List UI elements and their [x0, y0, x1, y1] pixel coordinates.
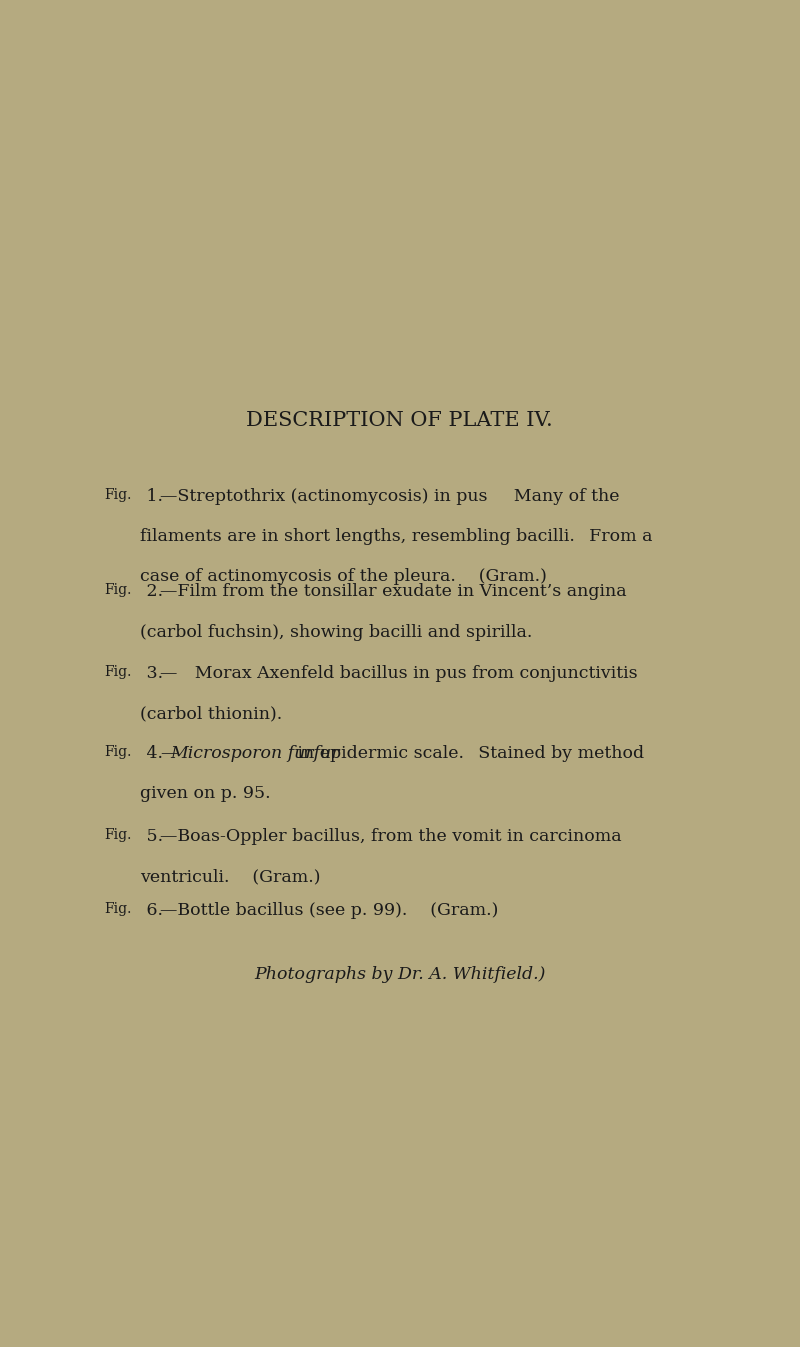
- Text: —Boas-Oppler bacillus, from the vomit in carcinoma: —Boas-Oppler bacillus, from the vomit in…: [160, 828, 622, 846]
- Text: —Bottle bacillus (see p. 99).  (Gram.): —Bottle bacillus (see p. 99). (Gram.): [160, 902, 498, 920]
- Text: case of actinomycosis of the pleura.  (Gram.): case of actinomycosis of the pleura. (Gr…: [140, 568, 546, 586]
- Text: —Streptothrix (actinomycosis) in pus   Many of the: —Streptothrix (actinomycosis) in pus Man…: [160, 488, 619, 505]
- Text: Fig.: Fig.: [104, 488, 131, 501]
- Text: 3.: 3.: [141, 665, 162, 683]
- Text: (carbol fuchsin), showing bacilli and spirilla.: (carbol fuchsin), showing bacilli and sp…: [140, 624, 532, 641]
- Text: 1.: 1.: [141, 488, 162, 505]
- Text: filaments are in short lengths, resembling bacilli.  From a: filaments are in short lengths, resembli…: [140, 528, 652, 546]
- Text: Photographs by Dr. A. Whitfield.): Photographs by Dr. A. Whitfield.): [254, 966, 545, 983]
- Text: ventriculi.  (Gram.): ventriculi. (Gram.): [140, 869, 320, 886]
- Text: Fig.: Fig.: [104, 665, 131, 679]
- Text: Fig.: Fig.: [104, 745, 131, 758]
- Text: —: —: [160, 745, 177, 762]
- Text: Fig.: Fig.: [104, 902, 131, 916]
- Text: in epidermic scale.  Stained by method: in epidermic scale. Stained by method: [292, 745, 644, 762]
- Text: Microsporon furfur: Microsporon furfur: [170, 745, 340, 762]
- Text: Fig.: Fig.: [104, 583, 131, 597]
- Text: DESCRIPTION OF PLATE IV.: DESCRIPTION OF PLATE IV.: [246, 411, 553, 430]
- Text: given on p. 95.: given on p. 95.: [140, 785, 270, 803]
- Text: 4.: 4.: [141, 745, 162, 762]
- Text: 2.: 2.: [141, 583, 162, 601]
- Text: Fig.: Fig.: [104, 828, 131, 842]
- Text: (carbol thionin).: (carbol thionin).: [140, 706, 282, 723]
- Text: 5.: 5.: [141, 828, 162, 846]
- Text: —Film from the tonsillar exudate in Vincent’s angina: —Film from the tonsillar exudate in Vinc…: [160, 583, 626, 601]
- Text: — Morax Axenfeld bacillus in pus from conjunctivitis: — Morax Axenfeld bacillus in pus from co…: [160, 665, 638, 683]
- Text: 6.: 6.: [141, 902, 162, 920]
